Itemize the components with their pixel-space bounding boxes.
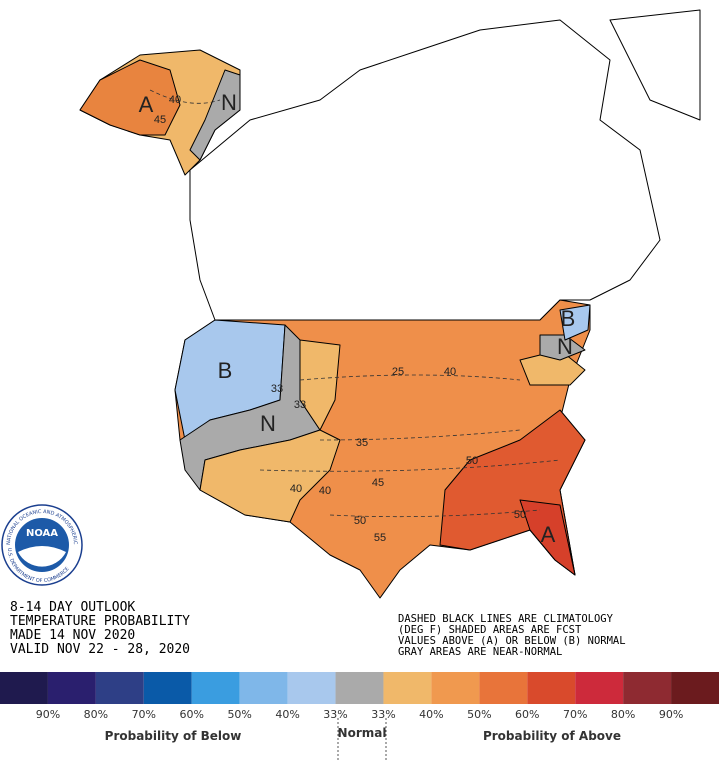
info-line: VALUES ABOVE (A) OR BELOW (B) NORMAL (398, 635, 626, 647)
plains-tan (299, 339, 341, 431)
map-label: 45 (372, 477, 384, 489)
info-line: (DEG F) SHADED AREAS ARE FCST (398, 624, 582, 636)
legend-label: 90% (36, 708, 60, 721)
logo-ring-top: NATIONAL OCEANIC AND ATMOSPHERIC ADMINIS… (0, 0, 78, 545)
legend-swatch (527, 672, 576, 704)
legend-swatch (623, 672, 672, 704)
info-line: VALID NOV 22 - 28, 2020 (10, 642, 190, 657)
legend-swatch (95, 672, 144, 704)
map-label: N (221, 90, 237, 115)
climatology-lines (149, 89, 561, 518)
map-label: 33 (294, 399, 306, 411)
info-line: MADE 14 NOV 2020 (10, 628, 135, 643)
legend-label: 33% (323, 708, 347, 721)
info-line: DASHED BLACK LINES ARE CLIMATOLOGY (398, 613, 614, 625)
map-label: B (218, 358, 233, 383)
legend-swatch (335, 672, 384, 704)
legend-label: 80% (84, 708, 108, 721)
legend-swatch (0, 672, 48, 704)
legend-label: 60% (180, 708, 204, 721)
legend-label: 70% (132, 708, 156, 721)
map-label: 40 (319, 485, 331, 497)
legend-label: 70% (563, 708, 587, 721)
noaa-logo: NATIONAL OCEANIC AND ATMOSPHERIC ADMINIS… (0, 0, 83, 586)
legend-swatch (479, 672, 528, 704)
legend: 90% 80% 70% 60% 50% 40% 33% 33% 40% 50% 60% 70% 80% 9… (0, 672, 719, 721)
maine-below (559, 304, 591, 341)
logo-ring-top-text: NATIONAL OCEANIC AND ATMOSPHERIC ADMINIS… (0, 0, 78, 545)
northeast-normal (539, 334, 586, 361)
map-label: 50 (514, 509, 526, 521)
info-line: 8-14 DAY OUTLOOK (10, 600, 135, 615)
legend-swatch (575, 672, 624, 704)
logo-name: NOAA (26, 528, 58, 539)
map-label: 55 (374, 532, 386, 544)
legend-above-title: Probability of Above (483, 729, 621, 743)
legend-swatch (287, 672, 336, 704)
map-labels: A 40 45 N B N 33 33 25 40 35 45 40 40 50… (139, 90, 576, 547)
legend-normal-title: Normal (338, 726, 387, 740)
map-label: N (557, 334, 573, 359)
map-label: 25 (392, 366, 404, 378)
legend-swatch (431, 672, 480, 704)
legend-swatch (383, 672, 432, 704)
map-label: 40 (169, 94, 181, 106)
map-label: 35 (356, 437, 368, 449)
map-label: N (260, 411, 276, 436)
legend-swatch (47, 672, 96, 704)
map-label: 40 (290, 483, 302, 495)
legend-swatch (671, 672, 719, 704)
map-label: 33 (271, 383, 283, 395)
legend-label: 60% (515, 708, 539, 721)
alaska-normal (189, 69, 241, 161)
land (79, 9, 701, 599)
map-label: 45 (154, 114, 166, 126)
info-right: DASHED BLACK LINES ARE CLIMATOLOGY (DEG … (398, 613, 626, 658)
legend-swatch (191, 672, 240, 704)
legend-label: 40% (275, 708, 299, 721)
canada (189, 19, 661, 321)
florida-above (519, 499, 576, 576)
legend-label: 50% (467, 708, 491, 721)
legend-swatch (239, 672, 288, 704)
map-label: B (561, 306, 576, 331)
map-label: A (139, 92, 154, 117)
legend-swatch (143, 672, 192, 704)
legend-label: 50% (227, 708, 251, 721)
legend-label: 40% (419, 708, 443, 721)
map-label: A (541, 522, 556, 547)
greenland (609, 9, 701, 121)
info-line: GRAY AREAS ARE NEAR-NORMAL (398, 646, 562, 658)
info-line: TEMPERATURE PROBABILITY (10, 614, 190, 629)
map-label: 50 (354, 515, 366, 527)
map-label: 50 (466, 455, 478, 467)
info-left: 8-14 DAY OUTLOOK TEMPERATURE PROBABILITY… (10, 600, 190, 657)
alaska-above (79, 59, 181, 136)
legend-label: 80% (611, 708, 635, 721)
legend-label: 90% (659, 708, 683, 721)
legend-below-title: Probability of Below (105, 729, 242, 743)
map-label: 40 (444, 366, 456, 378)
southwest-tan (199, 429, 341, 523)
logo-wave (18, 546, 66, 567)
legend-label: 33% (371, 708, 395, 721)
